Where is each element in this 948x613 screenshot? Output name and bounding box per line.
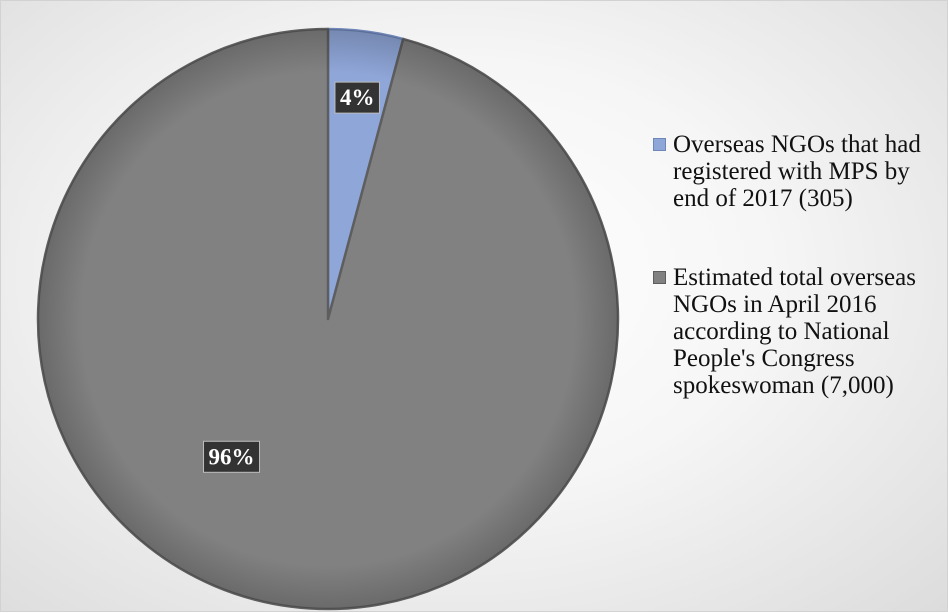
data-label-total-ngos: 96% xyxy=(203,440,261,473)
legend-swatch-total-ngos xyxy=(653,271,666,284)
data-label-total-ngos-text: 96% xyxy=(209,444,255,469)
data-label-registered-ngos-box xyxy=(334,81,380,114)
data-label-total-ngos-box xyxy=(203,440,261,473)
legend: Overseas NGOs that had registered with M… xyxy=(653,131,945,399)
pie-slice-total-ngos[interactable] xyxy=(36,27,620,611)
legend-swatch-registered-ngos xyxy=(653,138,666,151)
data-label-registered-ngos-text: 4% xyxy=(340,85,375,110)
data-label-registered-ngos: 4% xyxy=(334,81,380,114)
legend-label-total-ngos: Estimated total overseas NGOs in April 2… xyxy=(673,264,916,399)
legend-item-registered-ngos[interactable]: Overseas NGOs that had registered with M… xyxy=(653,131,945,212)
legend-item-total-ngos[interactable]: Estimated total overseas NGOs in April 2… xyxy=(653,264,945,399)
legend-label-registered-ngos: Overseas NGOs that had registered with M… xyxy=(673,131,921,212)
